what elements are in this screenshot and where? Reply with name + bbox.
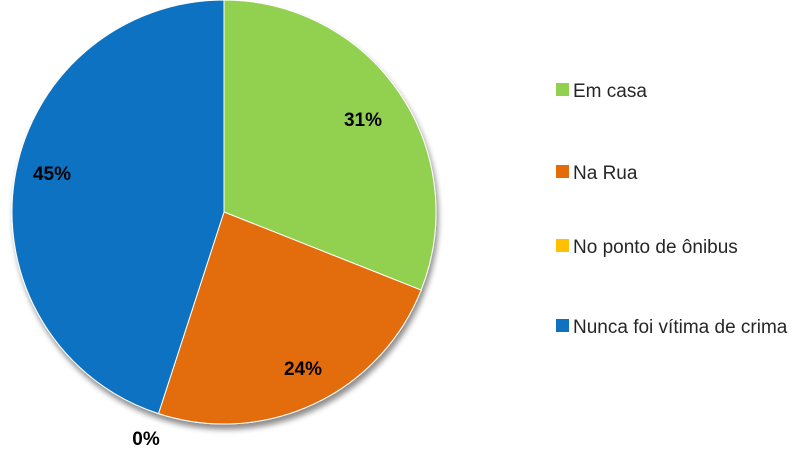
legend-swatch-na-rua (556, 165, 569, 178)
legend-item-na-rua: Na Rua (556, 160, 788, 187)
legend-item-nunca-foi-vitima: Nunca foi vítima de crima (556, 314, 788, 341)
legend-item-em-casa: Em casa (556, 78, 788, 105)
data-label-nunca-foi-vitima-de-crima: 45% (33, 164, 71, 185)
pie-slice-nunca-foi-vitima-de-crima (11, 0, 225, 415)
data-label-em-casa: 31% (344, 110, 382, 131)
legend-label-em-casa: Em casa (573, 81, 647, 102)
pie-slice-na-rua (157, 211, 422, 425)
legend-swatch-no-ponto-de-onibus (556, 239, 569, 252)
data-label-na-rua: 24% (284, 359, 322, 380)
legend-swatch-nunca-foi-vitima (556, 319, 569, 332)
legend-swatch-em-casa (556, 83, 569, 96)
legend-item-no-ponto-de-onibus: No ponto de ônibus (556, 234, 788, 261)
legend-label-nunca-foi-vitima: Nunca foi vítima de crima (573, 317, 788, 338)
legend-label-na-rua: Na Rua (573, 163, 638, 184)
pie-slice-em-casa (223, 0, 437, 291)
legend-label-no-ponto-de-onibus: No ponto de ônibus (573, 237, 738, 258)
data-label-no-ponto-de-onibus: 0% (132, 429, 160, 450)
